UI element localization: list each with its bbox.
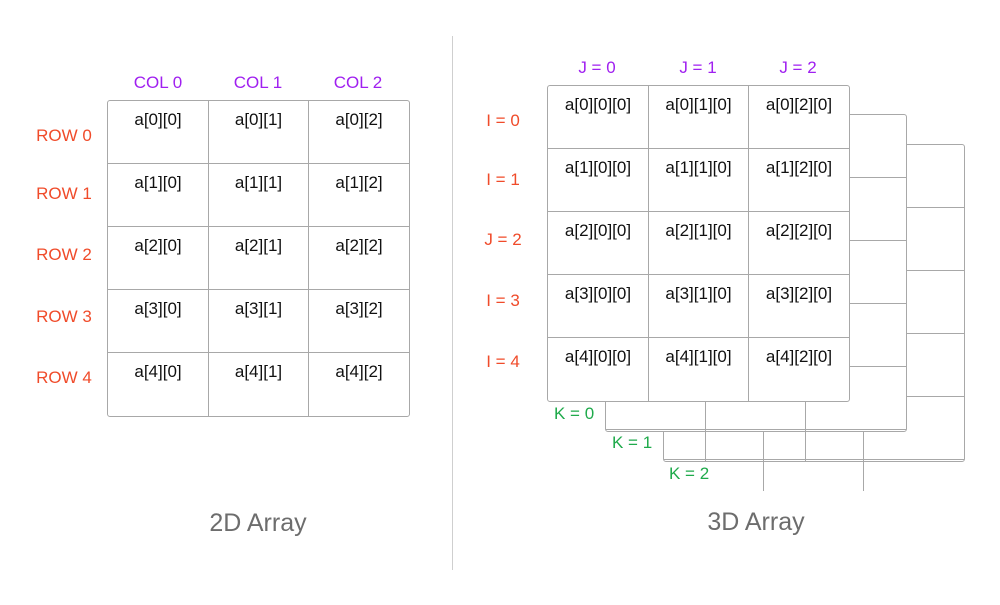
3d-cell: a[2][0][0] — [548, 212, 649, 275]
3d-cell: a[0][1][0] — [649, 86, 749, 149]
i-label-3: I = 3 — [486, 291, 520, 310]
2d-cell: a[0][2] — [309, 101, 409, 164]
3d-cell: a[1][2][0] — [749, 149, 849, 212]
2d-cell: a[0][1] — [209, 101, 309, 164]
row-label-2: ROW 2 — [36, 245, 92, 264]
3d-cell: a[0][0][0] — [548, 86, 649, 149]
col-label-0: COL 0 — [133, 73, 183, 92]
2d-cell: a[3][2] — [309, 290, 409, 353]
row-label-3: ROW 3 — [36, 307, 92, 326]
2d-array-caption: 2D Array — [209, 509, 307, 537]
2d-cell: a[2][1] — [209, 227, 309, 290]
j-label-1: J = 1 — [679, 58, 717, 77]
2d-cell: a[2][0] — [108, 227, 209, 290]
2d-array-grid: a[0][0] a[0][1] a[0][2] a[1][0] a[1][1] … — [107, 100, 410, 417]
3d-cell: a[4][2][0] — [765, 347, 833, 366]
2d-cell: a[1][1] — [209, 164, 309, 227]
3d-cell: a[1][1][0] — [649, 149, 749, 212]
i-label-4: I = 4 — [486, 352, 520, 371]
3d-cell: a[3][1][0] — [649, 275, 749, 338]
2d-cell: a[3][0] — [108, 290, 209, 353]
2d-cell: a[0][0] — [108, 101, 209, 164]
2d-cell: a[4][2] — [335, 362, 383, 381]
col-label-2: COL 2 — [333, 73, 383, 92]
i-label-0: I = 0 — [486, 111, 520, 130]
3d-cell: a[4][0][0] — [548, 338, 649, 401]
k-label-0: K = 0 — [554, 404, 595, 423]
2d-cell: a[1][0] — [108, 164, 209, 227]
3d-array-caption: 3D Array — [707, 508, 805, 536]
3d-cell: a[0][2][0] — [749, 86, 849, 149]
3d-cell: a[1][0][0] — [548, 149, 649, 212]
k-label-2: K = 2 — [669, 464, 710, 483]
2d-cell: a[1][2] — [309, 164, 409, 227]
col-label-1: COL 1 — [233, 73, 283, 92]
i-label-2: J = 2 — [484, 230, 522, 249]
3d-cell: a[2][1][0] — [649, 212, 749, 275]
j-label-0: J = 0 — [578, 58, 616, 77]
2d-cell: a[3][1] — [209, 290, 309, 353]
3d-cell: a[3][2][0] — [749, 275, 849, 338]
row-label-4: ROW 4 — [36, 368, 92, 387]
3d-cell: a[3][0][0] — [548, 275, 649, 338]
3d-layer-k0: a[0][0][0] a[0][1][0] a[0][2][0] a[1][0]… — [547, 85, 850, 402]
k-label-1: K = 1 — [612, 433, 653, 452]
row-label-1: ROW 1 — [36, 184, 92, 203]
row-label-0: ROW 0 — [36, 126, 92, 145]
2d-cell: a[4][0] — [108, 353, 209, 416]
3d-cell: a[4][1][0] — [649, 338, 749, 401]
3d-cell: a[2][2][0] — [749, 212, 849, 275]
j-label-2: J = 2 — [779, 58, 817, 77]
2d-cell: a[4][1] — [209, 353, 309, 416]
divider — [452, 36, 453, 570]
i-label-1: I = 1 — [486, 170, 520, 189]
2d-cell: a[2][2] — [309, 227, 409, 290]
